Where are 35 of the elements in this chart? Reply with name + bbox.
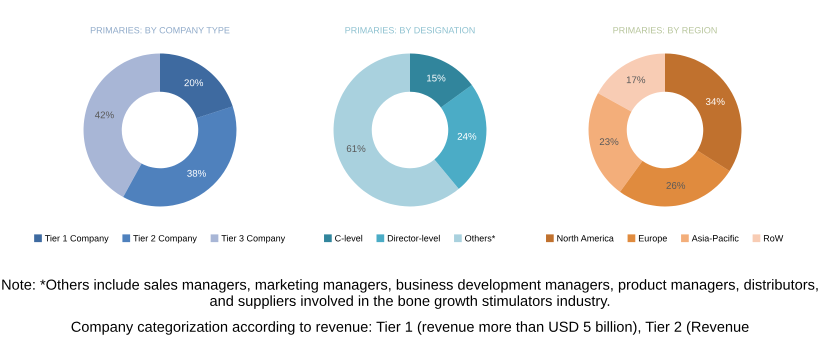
legend-label: Europe bbox=[638, 235, 667, 244]
data-label: 61% bbox=[346, 145, 366, 152]
legend-label: RoW bbox=[764, 235, 784, 242]
donut-slice bbox=[410, 54, 472, 108]
text: Note: *Others include sales managers, marketing managers, business development managers, product managers, distributors, and suppliers involved in the bone growth stimulators industry. bbox=[2, 279, 818, 309]
donut-slice bbox=[160, 54, 233, 118]
legend-label: Tier 2 Company bbox=[133, 234, 197, 244]
legend-label: North America bbox=[557, 234, 614, 242]
donut-slice bbox=[588, 93, 643, 192]
legend-label: Tier 3 Company bbox=[221, 234, 286, 244]
donut-slice bbox=[84, 54, 160, 198]
data-label: 34% bbox=[706, 98, 725, 105]
data-label: 23% bbox=[600, 138, 618, 146]
data-label: 24% bbox=[458, 132, 476, 140]
text: Company categorization according to revenue: Tier 1 (revenue more than USD 5 billion), Tier 2 (Revenue bbox=[72, 321, 749, 335]
donut-slice bbox=[434, 85, 486, 189]
data-label: 38% bbox=[187, 170, 206, 177]
data-label: 42% bbox=[94, 111, 114, 118]
donut-slice bbox=[334, 54, 459, 206]
legend-label: C-level bbox=[335, 234, 362, 242]
data-label: 15% bbox=[427, 74, 446, 82]
data-label: 17% bbox=[626, 76, 646, 84]
donut-slice bbox=[123, 106, 236, 206]
chart-title: PRIMARIES: BY COMPANY TYPE bbox=[90, 27, 230, 34]
chart-title: PRIMARIES: BY DESIGNATION bbox=[345, 27, 475, 34]
legend-label: Tier 1 Company bbox=[44, 234, 109, 244]
data-label: 26% bbox=[666, 182, 686, 189]
legend-label: Asia-Pacific bbox=[692, 234, 739, 242]
legend-label: Others* bbox=[465, 234, 496, 242]
legend-label: Director-level bbox=[388, 234, 440, 242]
chart-title: PRIMARIES: BY REGION bbox=[613, 27, 717, 34]
donut-slice bbox=[620, 150, 730, 206]
donut-slice bbox=[598, 54, 665, 112]
donut-slice bbox=[665, 54, 742, 171]
data-label: 20% bbox=[184, 79, 204, 86]
